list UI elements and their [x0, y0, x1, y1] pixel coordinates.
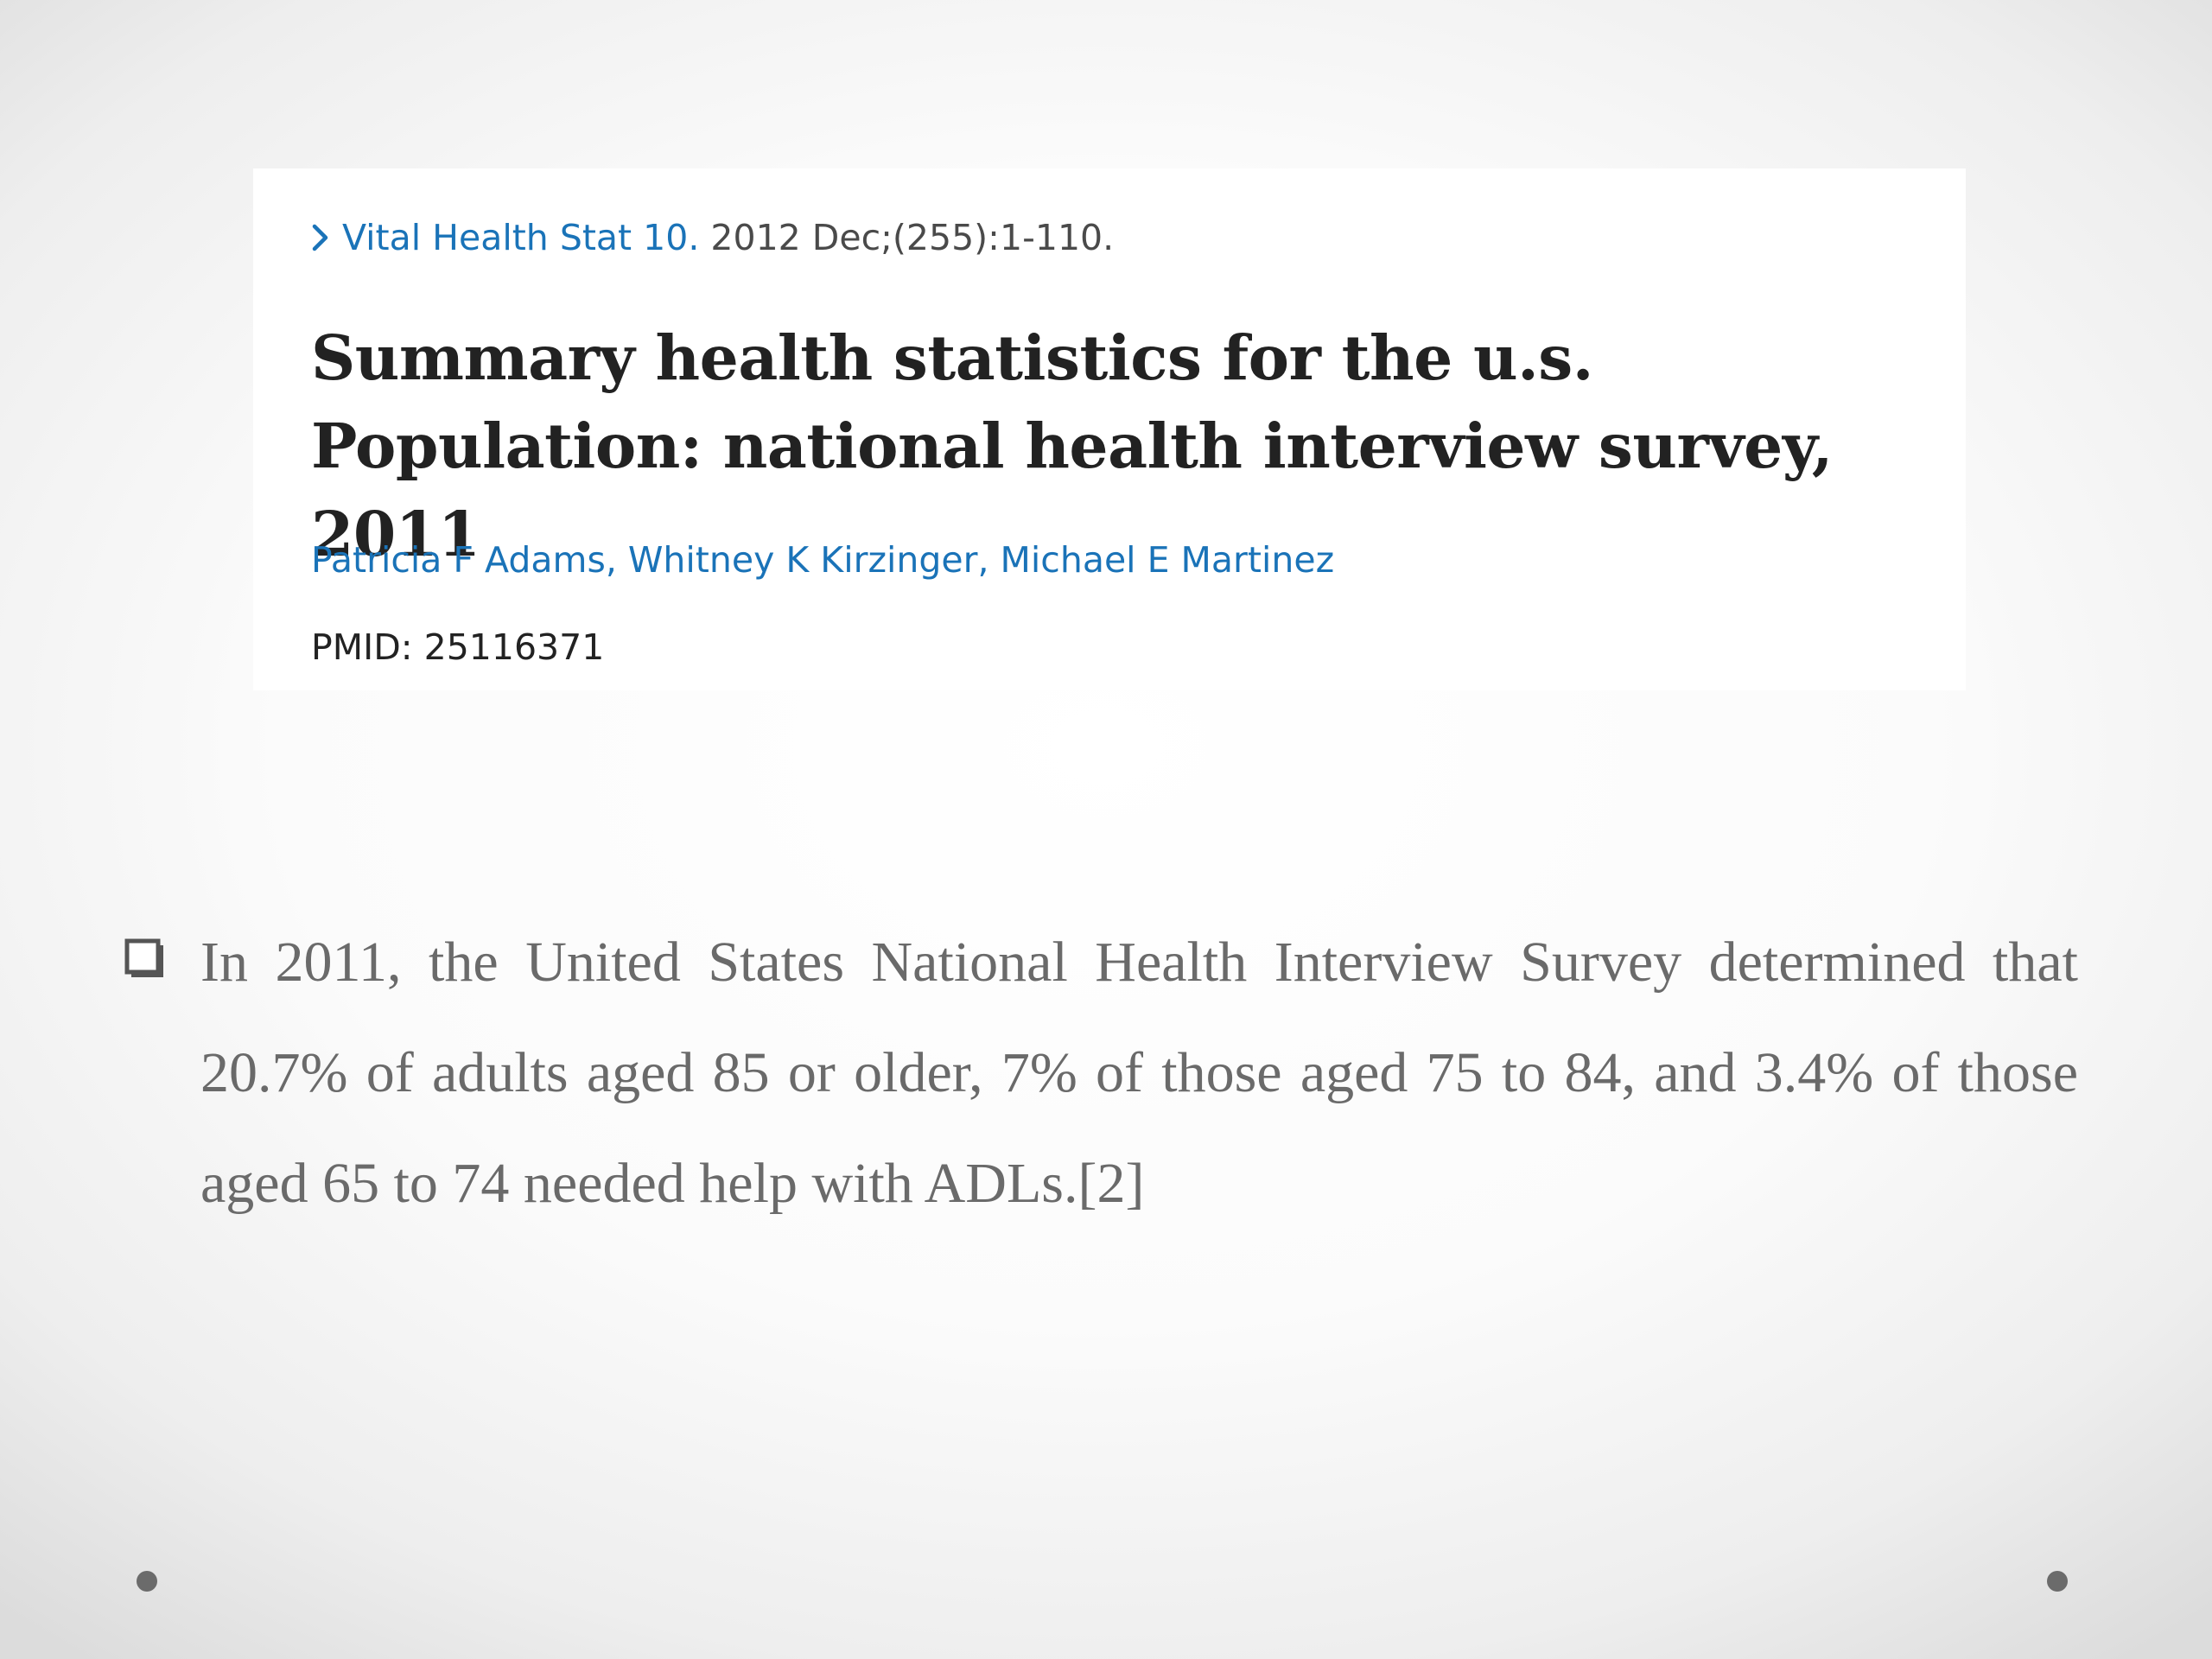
author-link[interactable]: Whitney K Kirzinger — [627, 539, 978, 581]
journal-citation: Vital Health Stat 10. 2012 Dec;(255):1-1… — [311, 213, 1114, 262]
bullet-paragraph: In 2011, the United States National Heal… — [200, 931, 2078, 1215]
paper-title: Summary health statistics for the u.s. P… — [311, 321, 1834, 570]
dot-icon — [2047, 1571, 2068, 1592]
dot-icon — [137, 1571, 157, 1592]
author-separator: , — [605, 539, 628, 581]
citation-card: Vital Health Stat 10. 2012 Dec;(255):1-1… — [253, 168, 1966, 690]
pmid: PMID: 25116371 — [311, 626, 605, 668]
journal-link[interactable]: Vital Health Stat 10. — [342, 217, 700, 258]
author-separator: , — [977, 539, 1001, 581]
author-list: Patricia F Adams, Whitney K Kirzinger, M… — [311, 536, 1334, 584]
author-link[interactable]: Michael E Martinez — [1000, 539, 1335, 581]
author-link[interactable]: Patricia F Adams — [311, 539, 606, 581]
journal-details: 2012 Dec;(255):1-110. — [699, 217, 1115, 258]
chevron-right-icon — [312, 224, 328, 251]
hollow-square-bullet-icon — [124, 938, 163, 977]
